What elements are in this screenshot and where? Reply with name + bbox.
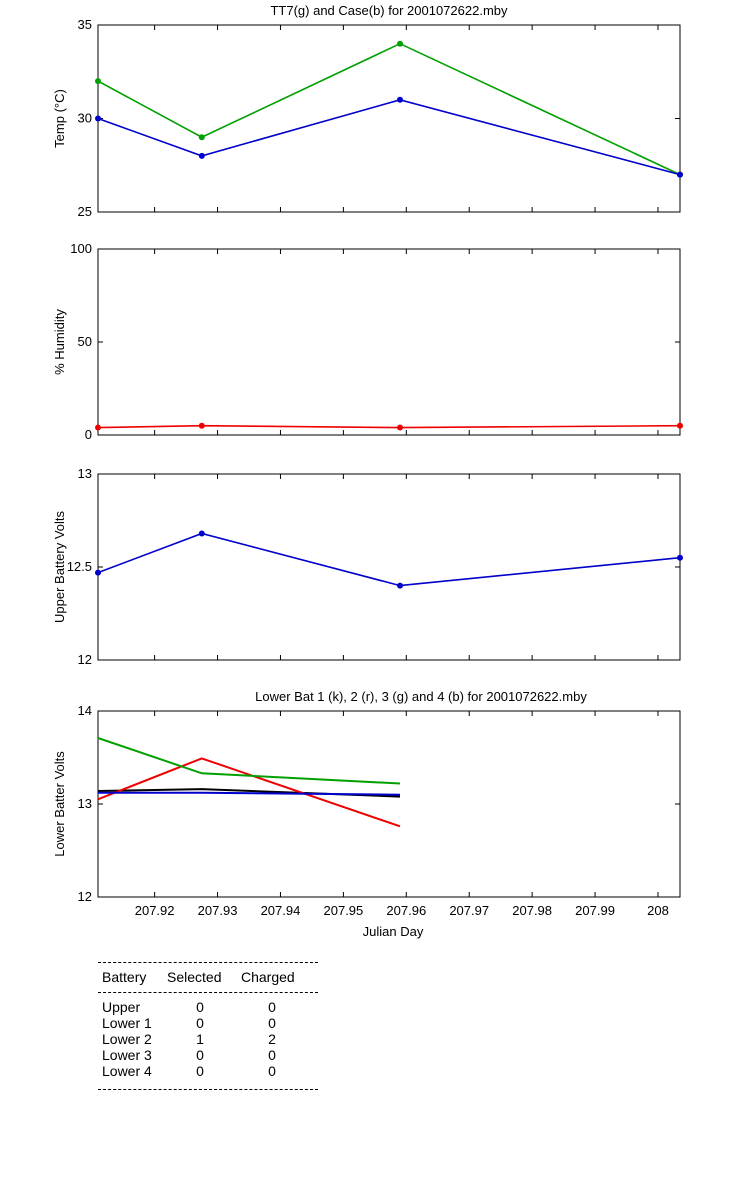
x-tick-label: 207.97 bbox=[449, 903, 489, 918]
battery-name: Lower 2 bbox=[102, 1031, 152, 1047]
data-point bbox=[397, 582, 404, 589]
data-point bbox=[95, 115, 101, 122]
table-bottom-rule bbox=[98, 1089, 318, 1090]
x-tick-label: 208 bbox=[647, 903, 669, 918]
charged-value: 0 bbox=[268, 1015, 276, 1031]
chart-panel-2: 0 50 100 % Humidity bbox=[52, 241, 683, 442]
series-line-4 bbox=[98, 791, 401, 796]
data-point bbox=[397, 96, 404, 103]
y-tick-label: 35 bbox=[78, 17, 92, 32]
table-header-row: Battery Selected Charged bbox=[98, 966, 318, 988]
y-axis-label: Temp (°C) bbox=[52, 89, 67, 148]
data-point bbox=[95, 424, 101, 431]
selected-value: 0 bbox=[196, 1063, 204, 1079]
selected-value: 1 bbox=[196, 1031, 204, 1047]
selected-value: 0 bbox=[196, 1047, 204, 1063]
chart-title: Lower Bat 1 (k), 2 (r), 3 (g) and 4 (b) … bbox=[255, 689, 587, 704]
data-point bbox=[198, 134, 205, 141]
battery-report-figure: 25 30 35 TT7(g) and Case(b) for 2001072622.… bbox=[52, 3, 683, 939]
header-selected: Selected bbox=[167, 969, 222, 985]
table-row: Lower 2 1 2 bbox=[98, 1031, 318, 1047]
table-row: Lower 3 0 0 bbox=[98, 1047, 318, 1063]
data-point bbox=[198, 530, 205, 537]
charged-value: 0 bbox=[268, 1063, 276, 1079]
series-line-1 bbox=[97, 424, 681, 429]
data-point bbox=[397, 40, 404, 47]
plot-frame bbox=[97, 248, 681, 436]
battery-name: Lower 1 bbox=[102, 1015, 152, 1031]
y-tick-label: 13 bbox=[78, 796, 92, 811]
data-point bbox=[677, 422, 683, 429]
x-tick-label: 207.94 bbox=[261, 903, 301, 918]
selected-value: 0 bbox=[196, 1015, 204, 1031]
y-axis-label: % Humidity bbox=[52, 309, 67, 375]
y-tick-label: 30 bbox=[78, 111, 92, 126]
y-tick-label: 0 bbox=[85, 427, 92, 442]
series-line-1 bbox=[97, 532, 681, 587]
battery-name: Lower 3 bbox=[102, 1047, 152, 1063]
battery-status-table: Battery Selected Charged Upper 0 0 Lower… bbox=[98, 962, 318, 1090]
selected-value: 0 bbox=[196, 999, 204, 1015]
data-point bbox=[677, 554, 683, 561]
header-battery: Battery bbox=[102, 969, 147, 985]
data-point bbox=[198, 422, 205, 429]
table-row: Lower 4 0 0 bbox=[98, 1063, 318, 1079]
x-tick-label: 207.99 bbox=[575, 903, 615, 918]
y-tick-label: 12 bbox=[78, 652, 92, 667]
chart-panel-3: 12 12.5 13 Upper Battery Volts bbox=[52, 466, 683, 667]
plot-frame bbox=[97, 710, 681, 898]
data-point bbox=[95, 78, 101, 85]
y-tick-label: 12 bbox=[78, 889, 92, 904]
table-header-rule bbox=[98, 992, 318, 993]
chart-title: TT7(g) and Case(b) for 2001072622.mby bbox=[270, 3, 508, 18]
data-point bbox=[397, 424, 404, 431]
y-tick-label: 12.5 bbox=[67, 559, 92, 574]
x-tick-label: 207.98 bbox=[512, 903, 552, 918]
y-tick-label: 14 bbox=[78, 703, 92, 718]
plot-frame bbox=[97, 24, 681, 213]
x-axis-label: Julian Day bbox=[363, 924, 424, 939]
header-charged: Charged bbox=[241, 969, 295, 985]
data-point bbox=[198, 152, 205, 159]
battery-name: Lower 4 bbox=[102, 1063, 152, 1079]
table-top-rule bbox=[98, 962, 318, 963]
battery-name: Upper bbox=[102, 999, 141, 1015]
x-tick-label: 207.96 bbox=[386, 903, 426, 918]
chart-panel-1: 25 30 35 TT7(g) and Case(b) for 2001072622.… bbox=[52, 3, 683, 219]
y-tick-label: 13 bbox=[78, 466, 92, 481]
data-point bbox=[677, 171, 683, 178]
y-axis-label: Upper Battery Volts bbox=[52, 511, 67, 623]
y-axis-label: Lower Batter Volts bbox=[52, 751, 67, 857]
y-tick-label: 50 bbox=[78, 334, 92, 349]
charged-value: 2 bbox=[268, 1031, 276, 1047]
charged-value: 0 bbox=[268, 1047, 276, 1063]
series-line-3 bbox=[97, 737, 401, 785]
x-tick-label: 207.92 bbox=[135, 903, 175, 918]
x-tick-label: 207.93 bbox=[198, 903, 238, 918]
chart-panel-4: 12 13 14 207.92 207.93 207.94 207.95 207.96 207.… bbox=[52, 689, 681, 939]
data-point bbox=[95, 569, 101, 576]
y-tick-label: 100 bbox=[70, 241, 92, 256]
series-line-2 bbox=[97, 757, 401, 828]
y-tick-label: 25 bbox=[78, 204, 92, 219]
table-row: Upper 0 0 bbox=[98, 999, 318, 1015]
table-row: Lower 1 0 0 bbox=[98, 1015, 318, 1031]
x-tick-label: 207.95 bbox=[324, 903, 364, 918]
charged-value: 0 bbox=[268, 999, 276, 1015]
series-line-1 bbox=[97, 42, 681, 176]
series-line-2 bbox=[97, 98, 681, 176]
